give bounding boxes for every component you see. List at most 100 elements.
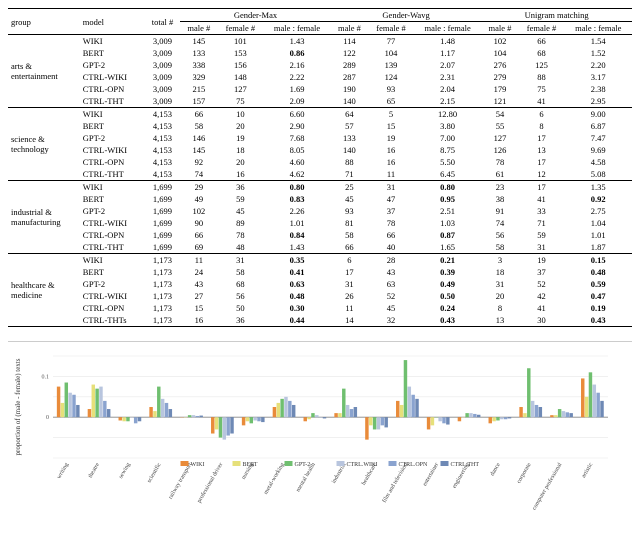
value-cell: 1.43 <box>263 241 330 254</box>
model-cell: CTRL-WIKI <box>80 290 145 302</box>
value-cell: 57 <box>331 120 368 132</box>
value-cell: 45 <box>218 205 264 217</box>
value-cell: 74 <box>481 217 518 229</box>
value-cell: 56 <box>481 229 518 241</box>
total-cell: 3,009 <box>145 83 180 95</box>
table-row: CTRL-OPN1,69966780.8458660.8756591.01 <box>8 229 632 241</box>
total-cell: 3,009 <box>145 47 180 59</box>
value-cell: 2.90 <box>263 120 330 132</box>
value-cell: 2.07 <box>414 59 481 71</box>
value-cell: 30 <box>519 314 565 327</box>
total-cell: 4,153 <box>145 108 180 121</box>
value-cell: 71 <box>331 168 368 181</box>
value-cell: 45 <box>368 302 414 314</box>
hdr-total: total # <box>145 9 180 35</box>
value-cell: 14 <box>331 314 368 327</box>
value-cell: 148 <box>218 71 264 83</box>
table-row: CTRL-THT1,69969481.4366401.6558311.87 <box>8 241 632 254</box>
value-cell: 101 <box>218 35 264 48</box>
svg-text:CTRL.OPN: CTRL.OPN <box>399 462 429 468</box>
value-cell: 71 <box>519 217 565 229</box>
value-cell: 1.65 <box>414 241 481 254</box>
value-cell: 93 <box>331 205 368 217</box>
value-cell: 42 <box>519 290 565 302</box>
total-cell: 3,009 <box>145 71 180 83</box>
value-cell: 156 <box>218 59 264 71</box>
table-row: CTRL-OPN3,0092151271.69190932.04179752.3… <box>8 83 632 95</box>
value-cell: 6 <box>331 254 368 267</box>
value-cell: 15 <box>368 120 414 132</box>
value-cell: 64 <box>331 108 368 121</box>
value-cell: 31 <box>481 278 518 290</box>
value-cell: 52 <box>519 278 565 290</box>
value-cell: 0.50 <box>414 290 481 302</box>
value-cell: 55 <box>481 120 518 132</box>
value-cell: 4.60 <box>263 156 330 168</box>
hdr-model: model <box>80 9 145 35</box>
value-cell: 0.80 <box>414 181 481 194</box>
value-cell: 2.22 <box>263 71 330 83</box>
model-cell: CTRL-WIKI <box>80 217 145 229</box>
value-cell: 0.48 <box>564 266 632 278</box>
value-cell: 58 <box>180 120 217 132</box>
model-cell: CTRL-OPN <box>80 229 145 241</box>
value-cell: 6.60 <box>263 108 330 121</box>
total-cell: 1,699 <box>145 217 180 229</box>
value-cell: 68 <box>519 47 565 59</box>
value-cell: 93 <box>368 83 414 95</box>
value-cell: 0.30 <box>263 302 330 314</box>
value-cell: 4.62 <box>263 168 330 181</box>
value-cell: 0.59 <box>564 278 632 290</box>
value-cell: 13 <box>481 314 518 327</box>
value-cell: 9.69 <box>564 144 632 156</box>
total-cell: 4,153 <box>145 168 180 181</box>
model-cell: WIKI <box>80 181 145 194</box>
value-cell: 31 <box>331 278 368 290</box>
value-cell: 59 <box>519 229 565 241</box>
total-cell: 3,009 <box>145 95 180 108</box>
subhdr-6: male # <box>481 22 518 35</box>
value-cell: 2.16 <box>263 59 330 71</box>
total-cell: 4,153 <box>145 120 180 132</box>
model-cell: CTRL-WIKI <box>80 71 145 83</box>
value-cell: 31 <box>368 181 414 194</box>
value-cell: 20 <box>481 290 518 302</box>
model-cell: WIKI <box>80 35 145 48</box>
value-cell: 1.01 <box>564 229 632 241</box>
table-row: CTRL-THT3,009157752.09140652.15121412.95 <box>8 95 632 108</box>
group-label: healthcare &medicine <box>8 254 80 327</box>
value-cell: 23 <box>481 181 518 194</box>
value-cell: 12 <box>519 168 565 181</box>
group-label: science &technology <box>8 108 80 181</box>
value-cell: 0.47 <box>564 290 632 302</box>
value-cell: 133 <box>180 47 217 59</box>
value-cell: 1.01 <box>263 217 330 229</box>
model-cell: CTRL-THTs <box>80 314 145 327</box>
total-cell: 1,173 <box>145 290 180 302</box>
value-cell: 32 <box>368 314 414 327</box>
table-row: CTRL-WIKI3,0093291482.222871242.31279883… <box>8 71 632 83</box>
model-cell: CTRL-THT <box>80 168 145 181</box>
value-cell: 0.86 <box>263 47 330 59</box>
value-cell: 8.75 <box>414 144 481 156</box>
value-cell: 1.54 <box>564 35 632 48</box>
hdr-gmax: Gender-Max <box>180 9 331 22</box>
subhdr-7: female # <box>519 22 565 35</box>
value-cell: 8 <box>519 120 565 132</box>
subhdr-5: male : female <box>414 22 481 35</box>
value-cell: 0.44 <box>263 314 330 327</box>
value-cell: 18 <box>481 266 518 278</box>
value-cell: 37 <box>519 266 565 278</box>
value-cell: 2.75 <box>564 205 632 217</box>
model-cell: CTRL-OPN <box>80 83 145 95</box>
value-cell: 3.17 <box>564 71 632 83</box>
total-cell: 1,699 <box>145 181 180 194</box>
value-cell: 78 <box>481 156 518 168</box>
model-cell: GPT-2 <box>80 59 145 71</box>
subhdr-0: male # <box>180 22 217 35</box>
value-cell: 17 <box>519 156 565 168</box>
value-cell: 15 <box>180 302 217 314</box>
table-row: CTRL-THTs1,17316360.4414320.4313300.43 <box>8 314 632 327</box>
value-cell: 6.45 <box>414 168 481 181</box>
value-cell: 63 <box>368 278 414 290</box>
